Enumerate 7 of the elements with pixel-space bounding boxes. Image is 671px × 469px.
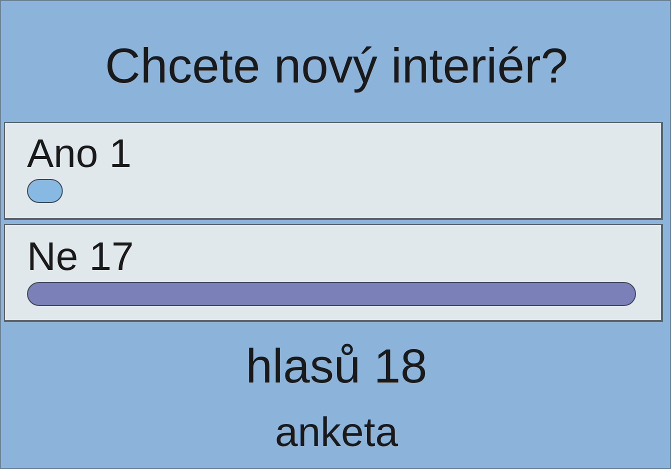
text: hlasů 18 bbox=[246, 340, 428, 394]
chart-title: Chcete nový interiér? bbox=[104, 40, 568, 94]
data-label: 1 bbox=[109, 132, 132, 176]
y-tick-label: Ano bbox=[27, 132, 98, 176]
y-tick-label: Ne bbox=[27, 235, 78, 279]
text: anketa bbox=[274, 408, 398, 455]
data-label: 17 bbox=[89, 235, 134, 279]
